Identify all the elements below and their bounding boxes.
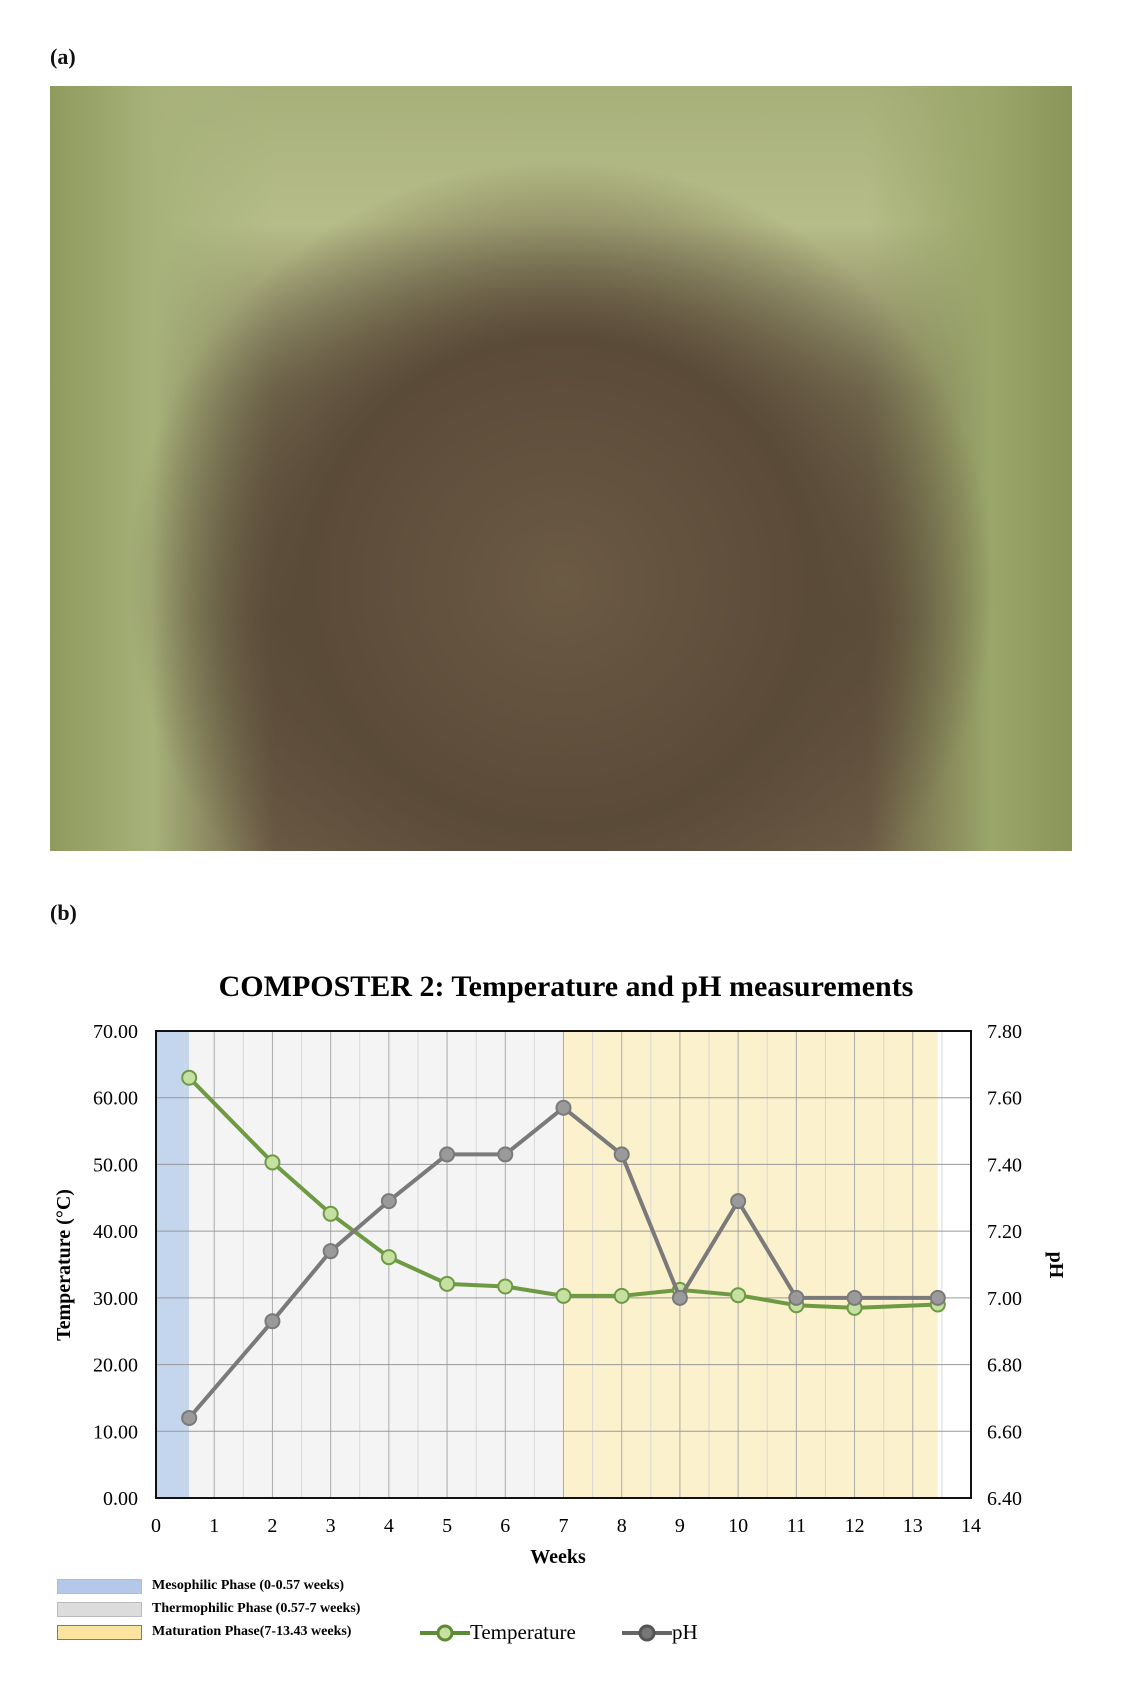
- ph-point: [929, 1289, 946, 1306]
- y-tick-label: 20.00: [93, 1355, 138, 1377]
- y2-tick-label: 7.80: [987, 1021, 1022, 1043]
- y2-tick-label: 7.60: [987, 1088, 1022, 1110]
- phase-band-1: [189, 1031, 564, 1498]
- y2-tick-label: 6.80: [987, 1355, 1022, 1377]
- mesophilic-swatch: [57, 1578, 142, 1594]
- y-tick-label: 10.00: [93, 1421, 138, 1443]
- y-tick-label: 60.00: [93, 1088, 138, 1110]
- ph-point: [671, 1289, 688, 1306]
- maturation-swatch: [57, 1624, 142, 1640]
- y-tick-label: 30.00: [93, 1288, 138, 1310]
- ph-point: [788, 1289, 805, 1306]
- ph-point: [730, 1193, 747, 1210]
- x-tick-label: 6: [500, 1515, 510, 1537]
- panel-a-label: (a): [50, 44, 76, 69]
- x-tick-label: 8: [617, 1515, 627, 1537]
- temperature-point: [497, 1278, 514, 1295]
- x-tick-label: 12: [845, 1515, 865, 1537]
- y2-tick-label: 6.60: [987, 1421, 1022, 1443]
- y-tick-label: 0.00: [103, 1488, 138, 1510]
- x-tick-label: 5: [442, 1515, 452, 1537]
- ph-point: [322, 1243, 339, 1260]
- legend-label: pH: [672, 1620, 698, 1644]
- y2-tick-label: 6.40: [987, 1488, 1022, 1510]
- x-tick-label: 11: [787, 1515, 806, 1537]
- temperature-point: [181, 1069, 198, 1086]
- ph-point: [846, 1289, 863, 1306]
- legend-label: Temperature: [470, 1620, 576, 1644]
- x-tick-label: 0: [151, 1515, 161, 1537]
- x-tick-label: 7: [559, 1515, 569, 1537]
- legend-label: Maturation Phase(7-13.43 weeks): [152, 1624, 352, 1639]
- y2-axis-label: pH: [1045, 1252, 1067, 1279]
- x-tick-label: 3: [326, 1515, 336, 1537]
- ph-line-marker-icon: [622, 1624, 672, 1641]
- panel-b-label: (b): [50, 900, 77, 925]
- legend-maturation: Maturation Phase(7-13.43 weeks): [57, 1624, 351, 1640]
- ph-point: [264, 1313, 281, 1330]
- chart-title: COMPOSTER 2: Temperature and pH measurem…: [219, 970, 914, 1003]
- x-tick-label: 14: [961, 1515, 981, 1537]
- ph-point: [497, 1146, 514, 1163]
- ph-point: [380, 1193, 397, 1210]
- legend-thermophilic: Thermophilic Phase (0.57-7 weeks): [57, 1601, 360, 1617]
- legend-ph: pH: [622, 1620, 698, 1645]
- temperature-point: [613, 1287, 630, 1304]
- y2-tick-label: 7.00: [987, 1288, 1022, 1310]
- x-tick-label: 1: [209, 1515, 219, 1537]
- legend-mesophilic: Mesophilic Phase (0-0.57 weeks): [57, 1578, 344, 1594]
- ph-point: [613, 1146, 630, 1163]
- thermophilic-swatch: [57, 1601, 142, 1617]
- y2-tick-label: 7.20: [987, 1221, 1022, 1243]
- y-tick-label: 50.00: [93, 1154, 138, 1176]
- x-tick-label: 4: [384, 1515, 394, 1537]
- y-axis-label: Temperature (°C): [53, 1189, 75, 1341]
- ph-point: [181, 1409, 198, 1426]
- phase-band-2: [563, 1031, 938, 1498]
- phase-band-0: [156, 1031, 190, 1498]
- plot-border: [155, 1030, 972, 1499]
- temperature-point: [439, 1275, 456, 1292]
- ph-point: [439, 1146, 456, 1163]
- compost-bin-photo: [50, 86, 1072, 851]
- x-tick-label: 10: [728, 1515, 748, 1537]
- legend-label: Mesophilic Phase (0-0.57 weeks): [152, 1578, 345, 1593]
- y-tick-label: 70.00: [93, 1021, 138, 1043]
- legend-temperature: Temperature: [420, 1620, 576, 1645]
- temperature-point: [730, 1287, 747, 1304]
- x-axis-label: Weeks: [530, 1546, 586, 1568]
- legend-label: Thermophilic Phase (0.57-7 weeks): [152, 1601, 361, 1616]
- ph-point: [555, 1099, 572, 1116]
- chart: COMPOSTER 2: Temperature and pH measurem…: [53, 970, 1067, 1568]
- temperature-point: [264, 1154, 281, 1171]
- y2-tick-label: 7.40: [987, 1154, 1022, 1176]
- y-tick-label: 40.00: [93, 1221, 138, 1243]
- x-tick-label: 2: [267, 1515, 277, 1537]
- temperature-point: [380, 1249, 397, 1266]
- temperature-line-marker-icon: [420, 1624, 470, 1641]
- x-tick-label: 13: [903, 1515, 923, 1537]
- temperature-point: [322, 1205, 339, 1222]
- x-tick-label: 9: [675, 1515, 685, 1537]
- temperature-point: [555, 1287, 572, 1304]
